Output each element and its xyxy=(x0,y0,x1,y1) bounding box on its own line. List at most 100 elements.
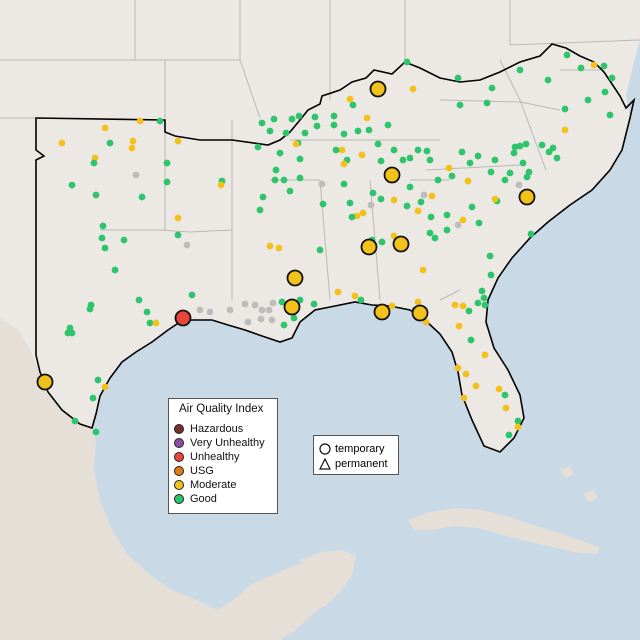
station-dot[interactable] xyxy=(544,76,552,84)
station-dot[interactable] xyxy=(491,195,499,203)
station-dot[interactable] xyxy=(128,144,136,152)
station-dot[interactable] xyxy=(98,234,106,242)
station-dot[interactable] xyxy=(431,234,439,242)
station-dot[interactable] xyxy=(378,238,386,246)
station-dot[interactable] xyxy=(152,319,160,327)
station-dot[interactable] xyxy=(458,148,466,156)
station-dot[interactable] xyxy=(454,221,462,229)
temporary-station-marker[interactable] xyxy=(411,304,429,322)
station-dot[interactable] xyxy=(443,211,451,219)
station-dot[interactable] xyxy=(480,294,488,302)
station-dot[interactable] xyxy=(478,287,486,295)
station-dot[interactable] xyxy=(58,139,66,147)
station-dot[interactable] xyxy=(138,193,146,201)
station-dot[interactable] xyxy=(363,114,371,122)
station-dot[interactable] xyxy=(399,156,407,164)
station-dot[interactable] xyxy=(414,298,422,306)
station-dot[interactable] xyxy=(563,51,571,59)
station-dot[interactable] xyxy=(443,226,451,234)
temporary-station-marker[interactable] xyxy=(360,238,378,256)
station-dot[interactable] xyxy=(241,300,249,308)
station-dot[interactable] xyxy=(340,130,348,138)
station-dot[interactable] xyxy=(423,147,431,155)
station-dot[interactable] xyxy=(487,271,495,279)
station-dot[interactable] xyxy=(188,291,196,299)
station-dot[interactable] xyxy=(330,112,338,120)
station-dot[interactable] xyxy=(455,322,463,330)
station-dot[interactable] xyxy=(511,143,519,151)
station-dot[interactable] xyxy=(282,129,290,137)
station-dot[interactable] xyxy=(111,266,119,274)
station-dot[interactable] xyxy=(502,404,510,412)
station-dot[interactable] xyxy=(348,213,356,221)
station-dot[interactable] xyxy=(488,84,496,92)
station-dot[interactable] xyxy=(136,117,144,125)
station-dot[interactable] xyxy=(295,112,303,120)
temporary-station-marker[interactable] xyxy=(383,166,401,184)
station-dot[interactable] xyxy=(374,140,382,148)
station-dot[interactable] xyxy=(501,176,509,184)
temporary-station-marker[interactable] xyxy=(392,235,410,253)
station-dot[interactable] xyxy=(367,201,375,209)
station-dot[interactable] xyxy=(101,124,109,132)
station-dot[interactable] xyxy=(491,156,499,164)
station-dot[interactable] xyxy=(174,137,182,145)
station-dot[interactable] xyxy=(217,181,225,189)
station-dot[interactable] xyxy=(174,231,182,239)
station-dot[interactable] xyxy=(487,168,495,176)
station-dot[interactable] xyxy=(522,140,530,148)
station-dot[interactable] xyxy=(495,385,503,393)
station-dot[interactable] xyxy=(101,383,109,391)
station-dot[interactable] xyxy=(462,370,470,378)
station-dot[interactable] xyxy=(451,301,459,309)
station-dot[interactable] xyxy=(417,198,425,206)
station-dot[interactable] xyxy=(318,180,326,188)
station-dot[interactable] xyxy=(553,154,561,162)
station-dot[interactable] xyxy=(454,364,462,372)
station-dot[interactable] xyxy=(403,202,411,210)
station-dot[interactable] xyxy=(301,129,309,137)
station-dot[interactable] xyxy=(174,214,182,222)
station-dot[interactable] xyxy=(286,187,294,195)
station-dot[interactable] xyxy=(422,318,430,326)
station-dot[interactable] xyxy=(414,207,422,215)
station-dot[interactable] xyxy=(71,417,79,425)
station-dot[interactable] xyxy=(414,146,422,154)
station-dot[interactable] xyxy=(290,314,298,322)
station-dot[interactable] xyxy=(474,152,482,160)
station-dot[interactable] xyxy=(275,244,283,252)
station-dot[interactable] xyxy=(354,127,362,135)
station-dot[interactable] xyxy=(280,176,288,184)
station-dot[interactable] xyxy=(99,222,107,230)
station-dot[interactable] xyxy=(388,302,396,310)
station-dot[interactable] xyxy=(163,159,171,167)
station-dot[interactable] xyxy=(384,121,392,129)
station-dot[interactable] xyxy=(346,95,354,103)
station-dot[interactable] xyxy=(68,329,76,337)
station-dot[interactable] xyxy=(358,151,366,159)
station-dot[interactable] xyxy=(90,159,98,167)
station-dot[interactable] xyxy=(334,288,342,296)
station-dot[interactable] xyxy=(514,423,522,431)
station-dot[interactable] xyxy=(292,140,300,148)
station-dot[interactable] xyxy=(276,149,284,157)
station-dot[interactable] xyxy=(351,292,359,300)
station-dot[interactable] xyxy=(132,171,140,179)
station-dot[interactable] xyxy=(481,301,489,309)
station-dot[interactable] xyxy=(510,149,518,157)
station-dot[interactable] xyxy=(183,241,191,249)
station-dot[interactable] xyxy=(92,428,100,436)
station-dot[interactable] xyxy=(475,219,483,227)
station-dot[interactable] xyxy=(467,336,475,344)
temporary-station-marker[interactable] xyxy=(283,298,301,316)
station-dot[interactable] xyxy=(561,126,569,134)
station-dot[interactable] xyxy=(525,168,533,176)
station-dot[interactable] xyxy=(600,62,608,70)
station-dot[interactable] xyxy=(464,177,472,185)
station-dot[interactable] xyxy=(460,394,468,402)
station-dot[interactable] xyxy=(349,101,357,109)
station-dot[interactable] xyxy=(406,183,414,191)
station-dot[interactable] xyxy=(481,351,489,359)
station-dot[interactable] xyxy=(445,164,453,172)
station-dot[interactable] xyxy=(369,189,377,197)
